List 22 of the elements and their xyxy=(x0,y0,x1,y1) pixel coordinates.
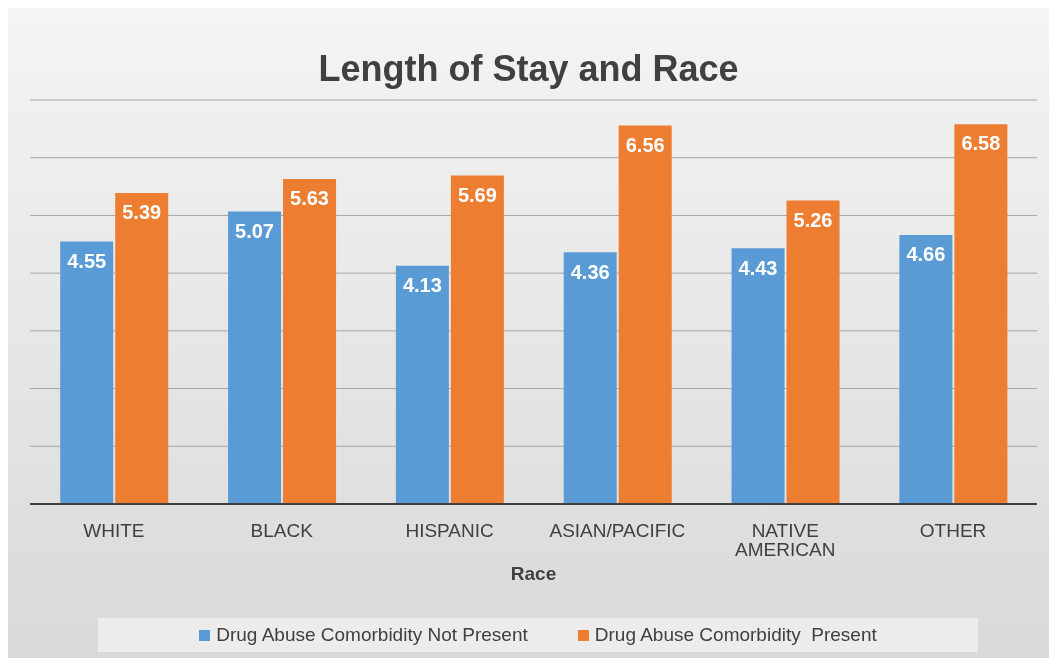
data-label: 5.69 xyxy=(457,183,497,206)
x-tick-label: NATIVE AMERICAN xyxy=(735,520,836,561)
data-label: 4.13 xyxy=(402,273,442,296)
data-label: 5.07 xyxy=(235,219,275,242)
legend-label: Drug Abuse Comorbidity Present xyxy=(594,624,877,646)
data-label: 4.66 xyxy=(906,243,946,266)
data-label: 6.58 xyxy=(961,132,1001,155)
data-label: 4.55 xyxy=(67,249,107,272)
x-axis-title: Race xyxy=(510,563,557,584)
x-tick-label: BLACK xyxy=(250,520,314,542)
data-label: 4.36 xyxy=(570,260,610,283)
x-tick-label: WHITE xyxy=(83,520,145,542)
x-tick-label: OTHER xyxy=(919,520,987,542)
x-tick-label: HISPANIC xyxy=(405,520,494,542)
data-label: 4.43 xyxy=(738,256,778,279)
legend-label: Drug Abuse Comorbidity Not Present xyxy=(216,624,528,646)
data-label: 5.63 xyxy=(290,187,330,210)
data-label: 5.39 xyxy=(122,201,162,224)
data-label: 6.56 xyxy=(625,133,665,156)
chart-title: Length of Stay and Race xyxy=(317,48,740,90)
x-tick-label: ASIAN/PACIFIC xyxy=(549,520,686,542)
data-label: 5.26 xyxy=(793,208,833,231)
